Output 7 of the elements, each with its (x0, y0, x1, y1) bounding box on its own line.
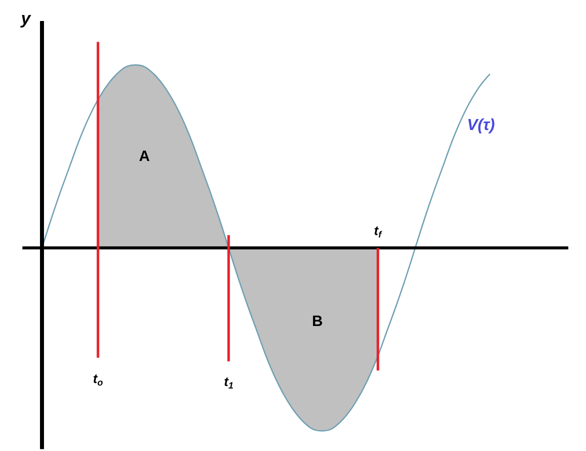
series-label: V(τ) (467, 117, 495, 134)
annotation: B (312, 313, 323, 330)
annotation: A (139, 148, 150, 165)
y-axis-title: y (20, 9, 32, 28)
annotation: t$_{f}$ (374, 223, 382, 240)
annotation: t$_{o}$ (93, 371, 104, 388)
annotation: t$_{1}$ (224, 374, 234, 391)
